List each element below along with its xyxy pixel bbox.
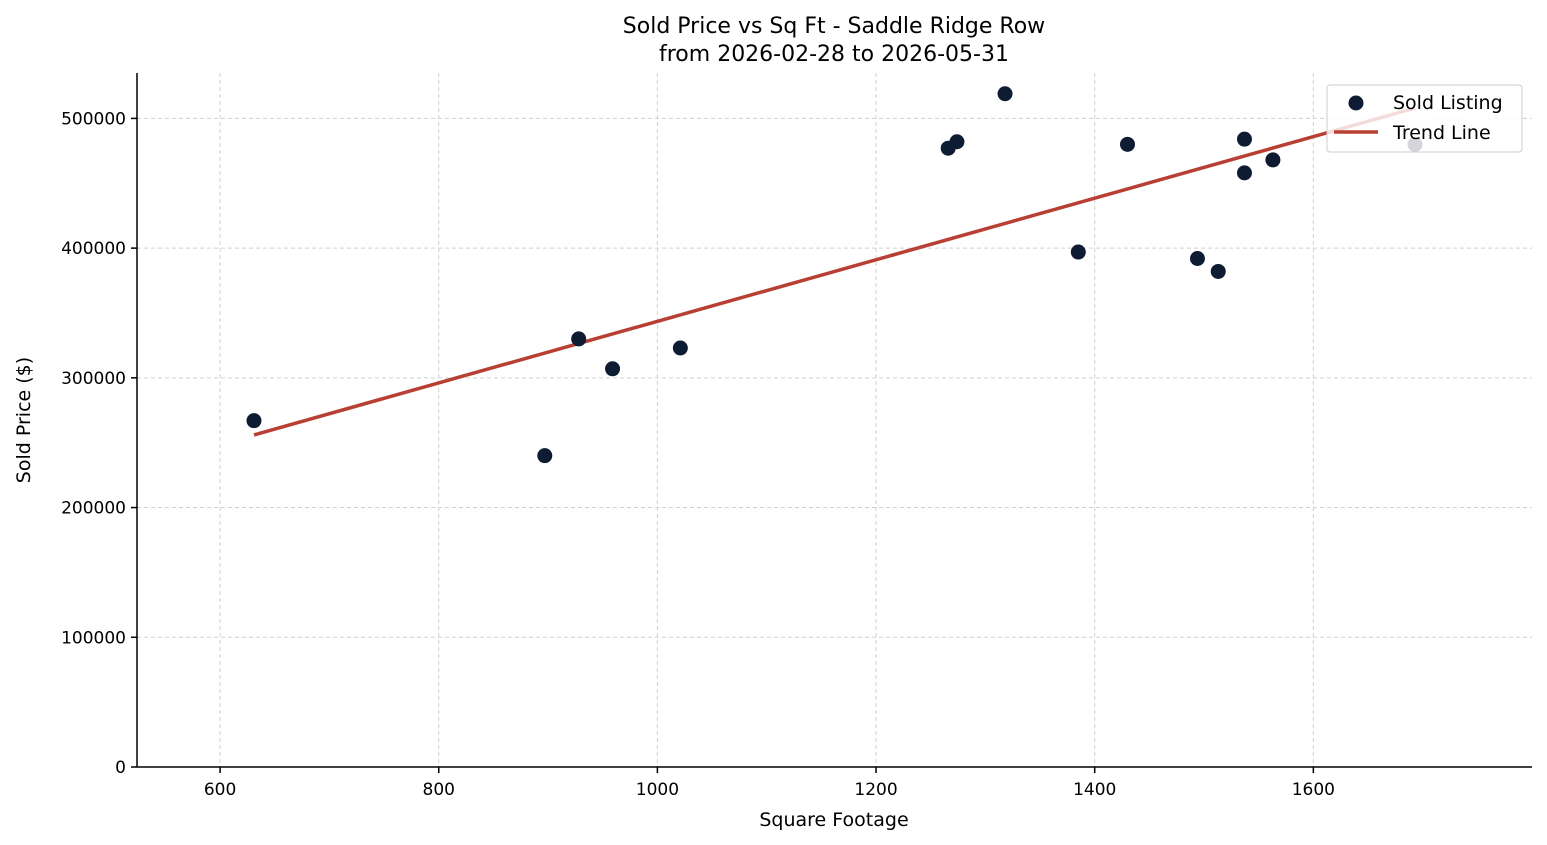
data-point xyxy=(949,134,965,150)
y-tick-label: 300000 xyxy=(61,369,126,389)
legend-label-sold-listing: Sold Listing xyxy=(1393,92,1503,114)
legend-marker-sold-listing xyxy=(1348,95,1364,111)
legend-label-trend-line: Trend Line xyxy=(1392,122,1491,144)
y-axis-label: Sold Price ($) xyxy=(13,357,35,483)
data-point xyxy=(571,331,587,347)
y-tick-label: 0 xyxy=(115,758,126,778)
y-tick-label: 400000 xyxy=(61,239,126,259)
data-point xyxy=(246,413,262,429)
y-axis-ticks: 0 100000 200000 300000 400000 500000 xyxy=(61,109,137,778)
data-point xyxy=(1119,136,1135,152)
trend-line xyxy=(253,106,1416,437)
data-point xyxy=(672,340,688,356)
data-point xyxy=(1236,165,1252,181)
data-point xyxy=(1070,244,1086,260)
x-tick-label: 1000 xyxy=(636,780,679,800)
x-tick-label: 800 xyxy=(423,780,455,800)
x-tick-label: 1600 xyxy=(1292,780,1335,800)
y-tick-label: 500000 xyxy=(61,109,126,129)
x-tick-label: 1400 xyxy=(1073,780,1116,800)
x-axis-label: Square Footage xyxy=(759,809,908,831)
legend-box xyxy=(1326,84,1523,153)
y-tick-label: 100000 xyxy=(61,628,126,648)
legend: Sold Listing Trend Line xyxy=(1326,84,1523,153)
grid xyxy=(137,73,1532,767)
data-point xyxy=(1189,250,1205,266)
data-point xyxy=(1236,131,1252,147)
x-tick-label: 1200 xyxy=(854,780,897,800)
x-tick-label: 600 xyxy=(204,780,236,800)
data-point xyxy=(1265,152,1281,168)
plot-area xyxy=(246,86,1423,464)
chart-subtitle: from 2026-02-28 to 2026-05-31 xyxy=(659,42,1009,67)
chart-title: Sold Price vs Sq Ft - Saddle Ridge Row xyxy=(623,14,1045,39)
data-point xyxy=(1210,263,1226,279)
data-point xyxy=(997,86,1013,102)
x-axis-ticks: 600 800 1000 1200 1400 1600 xyxy=(204,767,1335,800)
y-tick-label: 200000 xyxy=(61,499,126,519)
data-point xyxy=(537,448,553,464)
data-point xyxy=(605,361,621,377)
